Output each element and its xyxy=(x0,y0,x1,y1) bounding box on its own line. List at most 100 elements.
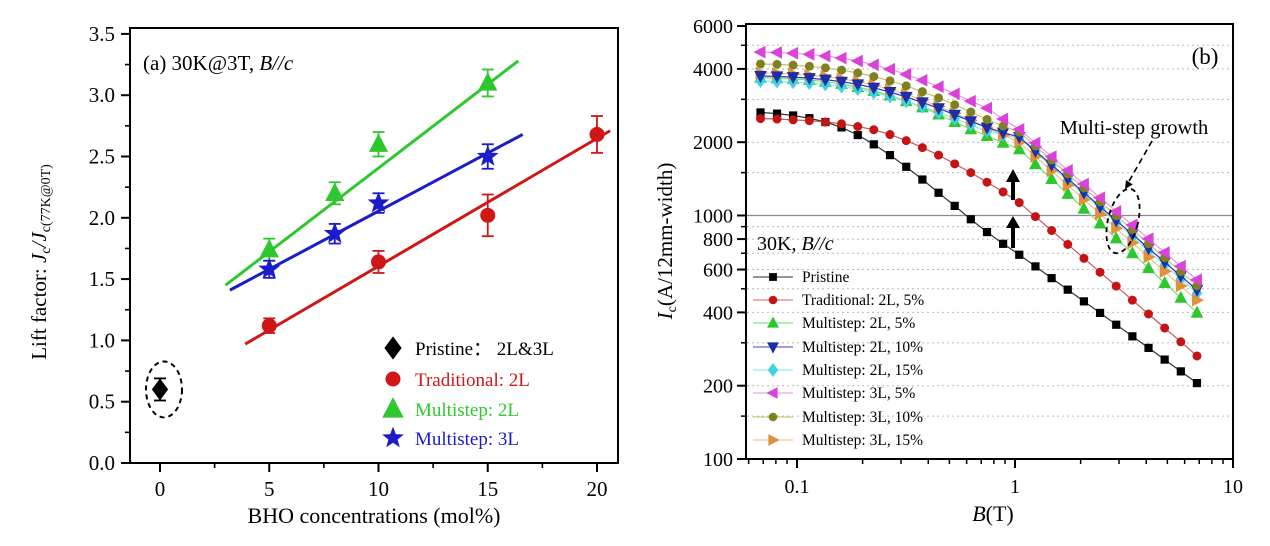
series-line xyxy=(760,77,1198,314)
panel-a: 0 5 10 15 20 0.0 0.5 1.0 1.5 2.0 2.5 3.0 3.5 (a) 30K@… xyxy=(27,22,619,528)
data-point xyxy=(1028,136,1041,150)
legend-item: Multistep: 3L xyxy=(382,426,519,450)
legend-item: Traditional: 2L xyxy=(385,370,530,391)
data-point xyxy=(772,59,782,69)
y-tick-label: 100 xyxy=(703,449,733,471)
data-point xyxy=(899,67,912,81)
data-point xyxy=(1112,320,1121,329)
panel-b-condition: 30K, B//c xyxy=(757,233,834,255)
y-tick-label: 3.0 xyxy=(89,83,115,107)
data-point xyxy=(819,74,832,87)
growth-annotation-arrowhead xyxy=(1125,180,1133,189)
data-point xyxy=(1192,351,1202,361)
lift-arrows xyxy=(1006,169,1020,248)
data-point xyxy=(261,318,277,334)
data-point xyxy=(1192,293,1205,307)
y-tick-label: 4000 xyxy=(693,59,733,81)
data-point xyxy=(1143,250,1156,264)
data-point xyxy=(1012,142,1026,155)
data-point xyxy=(1077,201,1091,214)
data-point xyxy=(950,201,959,211)
legend-item: Multistep: 2L, 10% xyxy=(753,339,923,356)
legend-marker xyxy=(767,342,779,354)
data-point xyxy=(1109,205,1122,218)
data-point xyxy=(998,187,1008,197)
panel-a-legend: Pristine： 2L&3L Traditional: 2L Multistep:… xyxy=(382,336,554,450)
data-point xyxy=(966,107,976,117)
data-point xyxy=(964,116,978,129)
data-point xyxy=(1159,265,1172,278)
data-point xyxy=(853,68,863,78)
data-point xyxy=(1031,262,1040,271)
data-point xyxy=(885,130,895,140)
data-point xyxy=(901,81,911,91)
legend-item: Multistep: 3L, 15% xyxy=(753,432,923,449)
legend-label: Multistep: 2L, 5% xyxy=(802,315,915,332)
legend-item: Pristine： 2L&3L xyxy=(384,336,554,360)
x-tick-label: 0.1 xyxy=(785,476,810,498)
legend-item: Multistep: 2L xyxy=(382,397,519,421)
data-point xyxy=(948,109,962,122)
y-tick-label: 1.0 xyxy=(89,328,115,352)
legend-marker xyxy=(768,412,778,422)
data-point xyxy=(788,115,798,125)
data-point xyxy=(1063,239,1073,249)
data-point xyxy=(754,71,767,84)
data-point xyxy=(1047,225,1057,235)
legend-label: Multistep: 3L, 15% xyxy=(802,432,923,449)
data-point xyxy=(1160,355,1169,364)
legend-marker xyxy=(766,387,778,399)
legend-label: Multistep: 3L, 10% xyxy=(802,409,923,426)
data-point xyxy=(853,122,863,132)
legend-label: Traditional: 2L, 5% xyxy=(802,292,924,309)
data-point xyxy=(820,63,830,73)
data-point xyxy=(836,119,846,129)
data-point xyxy=(786,72,800,85)
data-point xyxy=(851,79,865,92)
data-point xyxy=(772,114,782,124)
y-tick-label: 1000 xyxy=(693,206,733,228)
legend-marker xyxy=(767,316,779,328)
data-point xyxy=(371,254,386,270)
data-point xyxy=(934,150,944,160)
data-point xyxy=(1176,337,1186,347)
y-tick-label: 2000 xyxy=(693,132,733,154)
data-point xyxy=(476,145,499,166)
data-point xyxy=(950,159,960,169)
panel-b-axes xyxy=(745,23,1234,460)
series-line xyxy=(760,111,1198,384)
panel-b-legend: Pristine Traditional: 2L, 5% Multistep: 2L… xyxy=(753,269,924,449)
legend-item: Traditional: 2L, 5% xyxy=(753,292,924,309)
data-point xyxy=(1174,290,1188,303)
series-line xyxy=(760,51,1198,281)
panel-a-ylabel: Lift factor: Jc/Jc(77K@0T) xyxy=(27,164,54,360)
data-point xyxy=(932,103,945,116)
y-tick-label: 200 xyxy=(703,376,733,398)
legend-label: Multistep: 3L xyxy=(415,429,519,450)
legend-item: Multistep: 3L, 10% xyxy=(753,409,923,426)
data-point xyxy=(1095,267,1105,277)
data-point xyxy=(963,94,976,108)
y-tick-label: 2.5 xyxy=(89,145,115,169)
data-point xyxy=(804,116,814,126)
growth-annotation-label: Multi-step growth xyxy=(1060,117,1209,139)
legend-marker xyxy=(385,371,401,387)
data-point xyxy=(966,215,975,224)
data-point xyxy=(820,117,830,127)
pristine-dashed-circle xyxy=(145,360,183,419)
data-point xyxy=(866,58,879,72)
x-tick-label: 1 xyxy=(1010,476,1020,498)
data-point xyxy=(1109,231,1123,244)
x-tick-label: 10 xyxy=(1223,476,1243,498)
data-point xyxy=(1015,250,1024,259)
data-point xyxy=(803,73,816,86)
data-point xyxy=(853,130,862,140)
series-multistep-3l xyxy=(258,143,499,279)
growth-annotation-arrow xyxy=(1127,140,1153,184)
data-point xyxy=(1093,216,1107,229)
data-point xyxy=(950,100,960,110)
x-tick-label: 0 xyxy=(155,477,166,501)
